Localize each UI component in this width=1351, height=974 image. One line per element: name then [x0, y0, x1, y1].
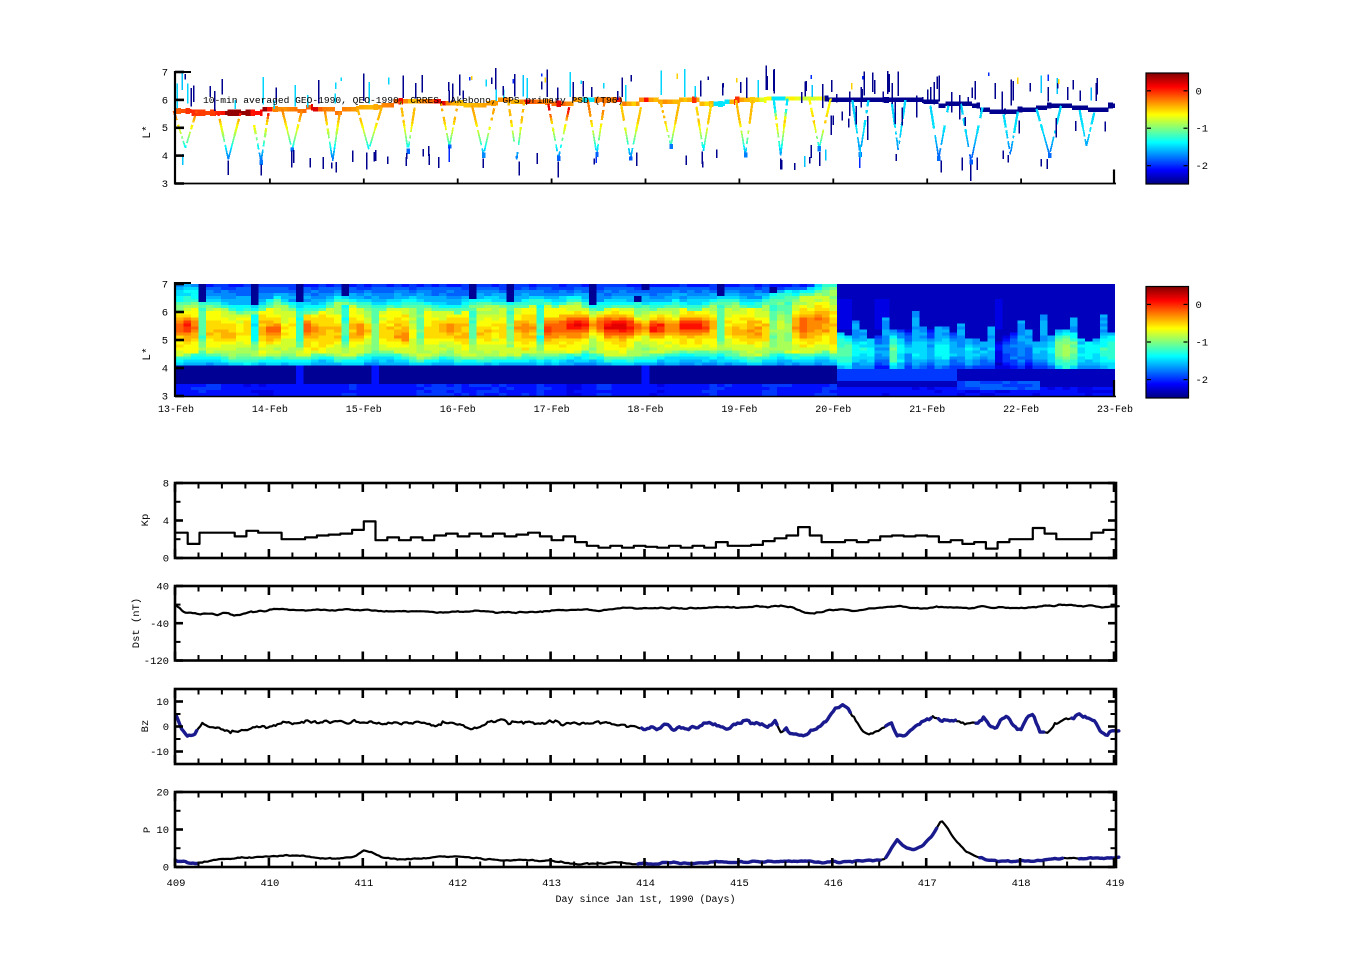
svg-text:Bz: Bz — [140, 720, 152, 733]
svg-text:415: 415 — [730, 878, 749, 890]
svg-text:10: 10 — [156, 825, 169, 837]
svg-text:-2: -2 — [1196, 161, 1209, 173]
svg-text:17-Feb: 17-Feb — [534, 404, 570, 416]
svg-text:0: 0 — [163, 863, 169, 875]
svg-text:-1: -1 — [1196, 124, 1209, 136]
svg-text:409: 409 — [167, 878, 186, 890]
svg-text:23-Feb: 23-Feb — [1097, 404, 1133, 416]
svg-text:19-Feb: 19-Feb — [721, 404, 757, 416]
svg-text:-10: -10 — [150, 747, 169, 759]
svg-text:14-Feb: 14-Feb — [252, 404, 288, 416]
svg-text:13-Feb: 13-Feb — [158, 404, 194, 416]
svg-text:4: 4 — [162, 364, 168, 376]
svg-text:0: 0 — [163, 722, 169, 734]
svg-text:4: 4 — [162, 151, 168, 163]
svg-text:L*: L* — [142, 125, 154, 138]
svg-text:0: 0 — [1196, 86, 1202, 98]
svg-text:20-Feb: 20-Feb — [815, 404, 851, 416]
svg-text:20: 20 — [156, 788, 169, 800]
svg-text:Day since Jan 1st, 1990 (Days): Day since Jan 1st, 1990 (Days) — [555, 894, 735, 906]
svg-text:8: 8 — [163, 479, 169, 491]
svg-text:P: P — [142, 827, 154, 833]
svg-text:Kp: Kp — [140, 514, 152, 527]
svg-text:16-Feb: 16-Feb — [440, 404, 476, 416]
svg-text:0: 0 — [163, 554, 169, 566]
svg-text:419: 419 — [1106, 878, 1125, 890]
svg-text:18-Feb: 18-Feb — [627, 404, 663, 416]
svg-text:22-Feb: 22-Feb — [1003, 404, 1039, 416]
svg-text:0: 0 — [1196, 300, 1202, 312]
svg-text:10-min averaged GEO-1990, QEO-: 10-min averaged GEO-1990, QEO-1990, CRRE… — [203, 95, 623, 106]
svg-text:-120: -120 — [144, 656, 169, 668]
svg-text:15-Feb: 15-Feb — [346, 404, 382, 416]
svg-text:5: 5 — [162, 123, 168, 135]
svg-text:413: 413 — [542, 878, 561, 890]
svg-text:411: 411 — [354, 878, 373, 890]
svg-text:Dst (nT): Dst (nT) — [131, 598, 143, 648]
svg-text:5: 5 — [162, 336, 168, 348]
svg-text:414: 414 — [636, 878, 655, 890]
svg-text:-2: -2 — [1196, 375, 1209, 387]
svg-text:418: 418 — [1012, 878, 1031, 890]
svg-text:416: 416 — [824, 878, 843, 890]
svg-text:417: 417 — [918, 878, 937, 890]
svg-text:21-Feb: 21-Feb — [909, 404, 945, 416]
svg-text:7: 7 — [162, 280, 168, 292]
svg-text:-1: -1 — [1196, 338, 1209, 350]
svg-text:3: 3 — [162, 179, 168, 191]
svg-text:4: 4 — [163, 516, 169, 528]
svg-text:L*: L* — [142, 347, 154, 360]
svg-text:7: 7 — [162, 68, 168, 80]
svg-text:412: 412 — [448, 878, 467, 890]
svg-text:6: 6 — [162, 308, 168, 320]
svg-text:-40: -40 — [150, 619, 169, 631]
svg-text:6: 6 — [162, 95, 168, 107]
svg-text:410: 410 — [260, 878, 279, 890]
svg-text:10: 10 — [156, 697, 169, 709]
svg-text:40: 40 — [156, 582, 169, 594]
svg-text:3: 3 — [162, 392, 168, 404]
